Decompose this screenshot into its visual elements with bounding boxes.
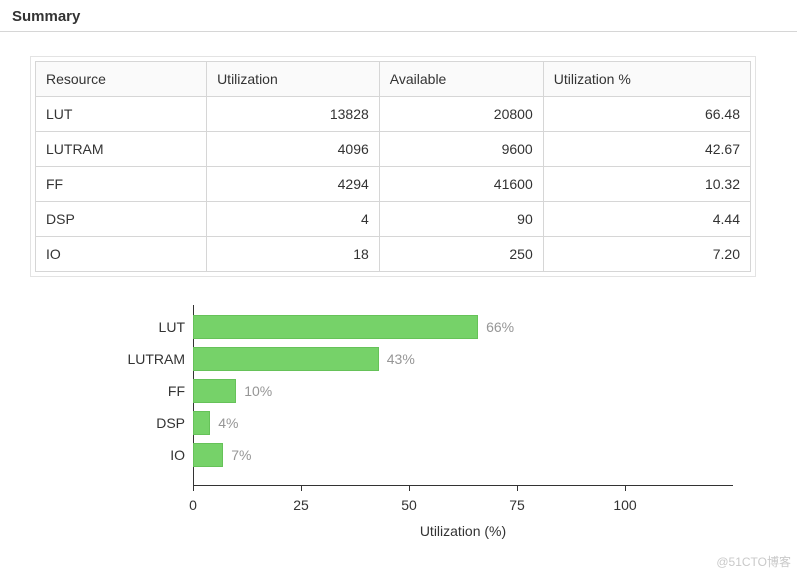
cell-avail: 250 xyxy=(379,237,543,272)
utilization-table: Resource Utilization Available Utilizati… xyxy=(35,61,751,272)
x-tick xyxy=(625,485,626,491)
table-row: LUT 13828 20800 66.48 xyxy=(36,97,751,132)
x-axis xyxy=(193,485,733,486)
col-utilization-p: Utilization % xyxy=(543,62,750,97)
bar-value-label: 43% xyxy=(379,347,415,371)
table-row: IO 18 250 7.20 xyxy=(36,237,751,272)
bar-value-label: 10% xyxy=(236,379,272,403)
x-tick-label: 0 xyxy=(189,497,197,513)
cell-resource: IO xyxy=(36,237,207,272)
utilization-table-wrap: Resource Utilization Available Utilizati… xyxy=(30,56,756,277)
cell-util: 4294 xyxy=(207,167,380,202)
x-tick xyxy=(301,485,302,491)
cell-pct: 7.20 xyxy=(543,237,750,272)
x-tick-label: 75 xyxy=(509,497,525,513)
page-title: Summary xyxy=(0,0,797,31)
chart-bar xyxy=(193,443,223,467)
col-resource: Resource xyxy=(36,62,207,97)
cell-avail: 90 xyxy=(379,202,543,237)
cell-avail: 20800 xyxy=(379,97,543,132)
table-row: LUTRAM 4096 9600 42.67 xyxy=(36,132,751,167)
cell-util: 13828 xyxy=(207,97,380,132)
cell-avail: 41600 xyxy=(379,167,543,202)
col-available: Available xyxy=(379,62,543,97)
col-utilization: Utilization xyxy=(207,62,380,97)
chart-bar xyxy=(193,411,210,435)
cell-pct: 42.67 xyxy=(543,132,750,167)
chart-bar xyxy=(193,315,478,339)
y-label: FF xyxy=(115,379,185,403)
cell-resource: LUTRAM xyxy=(36,132,207,167)
utilization-chart: Utilization (%) 0 25 50 75 100 LUT 66% LUTRAM 43… xyxy=(115,305,755,565)
cell-resource: DSP xyxy=(36,202,207,237)
x-tick xyxy=(409,485,410,491)
cell-util: 4096 xyxy=(207,132,380,167)
x-tick xyxy=(193,485,194,491)
x-tick-label: 25 xyxy=(293,497,309,513)
cell-avail: 9600 xyxy=(379,132,543,167)
cell-pct: 66.48 xyxy=(543,97,750,132)
cell-pct: 4.44 xyxy=(543,202,750,237)
chart-bar xyxy=(193,347,379,371)
title-divider xyxy=(0,31,797,32)
bar-value-label: 66% xyxy=(478,315,514,339)
watermark: @51CTO博客 xyxy=(716,553,791,570)
y-label: LUT xyxy=(115,315,185,339)
cell-resource: LUT xyxy=(36,97,207,132)
table-row: DSP 4 90 4.44 xyxy=(36,202,751,237)
y-label: DSP xyxy=(115,411,185,435)
x-tick xyxy=(517,485,518,491)
cell-util: 18 xyxy=(207,237,380,272)
y-label: LUTRAM xyxy=(115,347,185,371)
x-tick-label: 100 xyxy=(613,497,636,513)
chart-bar xyxy=(193,379,236,403)
table-row: FF 4294 41600 10.32 xyxy=(36,167,751,202)
y-label: IO xyxy=(115,443,185,467)
x-axis-title: Utilization (%) xyxy=(193,523,733,539)
bar-value-label: 7% xyxy=(223,443,251,467)
cell-util: 4 xyxy=(207,202,380,237)
cell-resource: FF xyxy=(36,167,207,202)
x-tick-label: 50 xyxy=(401,497,417,513)
table-header-row: Resource Utilization Available Utilizati… xyxy=(36,62,751,97)
bar-value-label: 4% xyxy=(210,411,238,435)
cell-pct: 10.32 xyxy=(543,167,750,202)
